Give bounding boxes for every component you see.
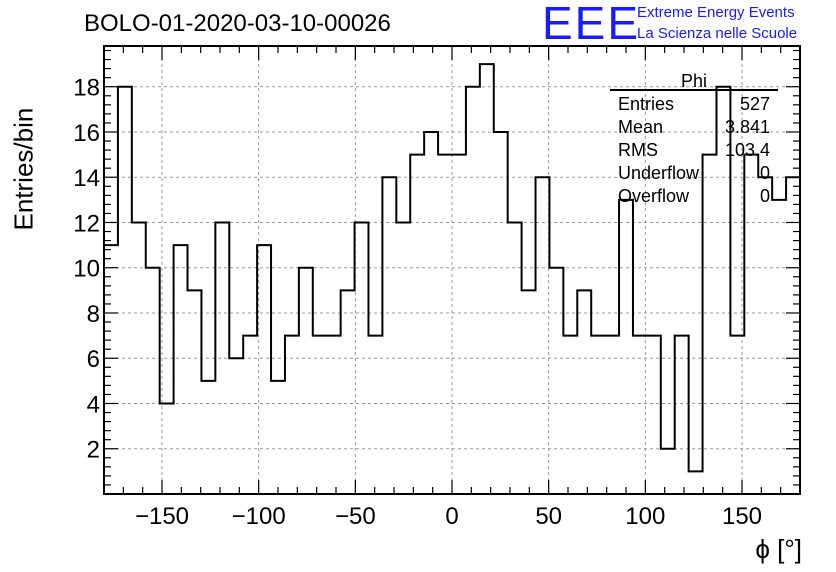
histogram-bin bbox=[563, 336, 577, 494]
histogram-bin bbox=[508, 222, 522, 494]
histogram-bin bbox=[605, 336, 619, 494]
stats-row-value: 0 bbox=[760, 186, 770, 206]
histogram-bin bbox=[772, 200, 786, 494]
stats-row-value: 0 bbox=[760, 163, 770, 183]
histogram-bin bbox=[257, 245, 271, 494]
histogram-bin bbox=[675, 336, 689, 494]
histogram-bin bbox=[633, 336, 647, 494]
histogram-bin bbox=[494, 132, 508, 494]
histogram-bin bbox=[619, 200, 633, 494]
x-axis-label: ϕ [°] bbox=[755, 534, 802, 564]
y-tick-label: 12 bbox=[73, 210, 100, 237]
stats-row-label: Entries bbox=[618, 94, 674, 114]
stats-row-value: 103.4 bbox=[725, 140, 770, 160]
histogram-bin bbox=[188, 290, 202, 494]
histogram-bin bbox=[341, 290, 355, 494]
histogram-bin bbox=[327, 336, 341, 494]
y-tick-label: 4 bbox=[87, 391, 100, 418]
histogram-bin bbox=[299, 268, 313, 494]
histogram-bin bbox=[522, 290, 536, 494]
histogram-bin bbox=[215, 222, 229, 494]
x-tick-label: 100 bbox=[625, 503, 665, 530]
stats-row-label: Overflow bbox=[618, 186, 690, 206]
histogram-bin bbox=[730, 336, 744, 494]
histogram-bin bbox=[201, 381, 215, 494]
histogram-bin bbox=[382, 177, 396, 494]
stats-row-label: RMS bbox=[618, 140, 658, 160]
tick-labels: −150 −100 −50 0 50 100 150 2 4 6 8 10 12 14 16 18 bbox=[73, 75, 762, 530]
histogram-bin bbox=[285, 336, 299, 494]
eee-logo: EEE bbox=[542, 0, 641, 49]
y-tick-label: 18 bbox=[73, 75, 100, 102]
y-tick-label: 16 bbox=[73, 120, 100, 147]
histogram-bin bbox=[452, 155, 466, 494]
x-tick-label: −100 bbox=[232, 503, 286, 530]
histogram-bin bbox=[689, 471, 703, 494]
histogram-bin bbox=[758, 177, 772, 494]
histogram-layer bbox=[104, 63, 800, 494]
logo-caption-line1: Extreme Energy Events bbox=[637, 4, 795, 21]
histogram-bin bbox=[104, 245, 118, 494]
y-tick-label: 10 bbox=[73, 256, 100, 283]
histogram-bin bbox=[480, 64, 494, 494]
logo-caption-line2: La Scienza nelle Scuole bbox=[637, 25, 798, 42]
histogram-bin bbox=[703, 155, 717, 494]
histogram-outline bbox=[104, 63, 800, 473]
histogram-bin bbox=[549, 268, 563, 494]
histogram-bin bbox=[661, 449, 675, 494]
histogram-bin bbox=[174, 245, 188, 494]
histogram-bin bbox=[229, 358, 243, 494]
histogram-bin bbox=[355, 222, 369, 494]
histogram-bin bbox=[536, 177, 550, 494]
y-tick-label: 8 bbox=[87, 301, 100, 328]
histogram-bin bbox=[438, 155, 452, 494]
stats-row-value: 527 bbox=[740, 94, 770, 114]
stats-row-label: Underflow bbox=[618, 163, 700, 183]
histogram-bin bbox=[118, 87, 132, 494]
histogram-bin bbox=[410, 155, 424, 494]
y-tick-label: 6 bbox=[87, 346, 100, 373]
y-tick-label: 14 bbox=[73, 165, 100, 192]
histogram-bin bbox=[396, 222, 410, 494]
histogram-bin bbox=[368, 336, 382, 494]
x-tick-label: 150 bbox=[722, 503, 762, 530]
histogram-bin bbox=[647, 336, 661, 494]
histogram-bin bbox=[577, 290, 591, 494]
histogram-bin bbox=[591, 336, 605, 494]
histogram-bin bbox=[786, 177, 800, 494]
histogram-bin bbox=[243, 336, 257, 494]
stats-row-label: Mean bbox=[618, 117, 663, 137]
page-title: BOLO-01-2020-03-10-00026 bbox=[84, 10, 391, 37]
stats-box: Phi Entries 527 Mean 3.841 RMS 103.4 Underflow 0… bbox=[610, 71, 778, 206]
histogram-bin bbox=[424, 132, 438, 494]
x-tick-label: 0 bbox=[445, 503, 458, 530]
x-tick-label: 50 bbox=[535, 503, 562, 530]
axis-ticks bbox=[104, 46, 800, 494]
histogram-bin bbox=[271, 381, 285, 494]
histogram-bin bbox=[146, 268, 160, 494]
histogram-bin bbox=[313, 336, 327, 494]
x-tick-label: −50 bbox=[335, 503, 376, 530]
stats-row-value: 3.841 bbox=[725, 117, 770, 137]
histogram-bin bbox=[466, 87, 480, 494]
stats-name: Phi bbox=[681, 71, 707, 91]
histogram-bin bbox=[744, 155, 758, 494]
x-tick-label: −150 bbox=[135, 503, 189, 530]
y-tick-label: 2 bbox=[87, 437, 100, 464]
histogram-bin bbox=[132, 222, 146, 494]
